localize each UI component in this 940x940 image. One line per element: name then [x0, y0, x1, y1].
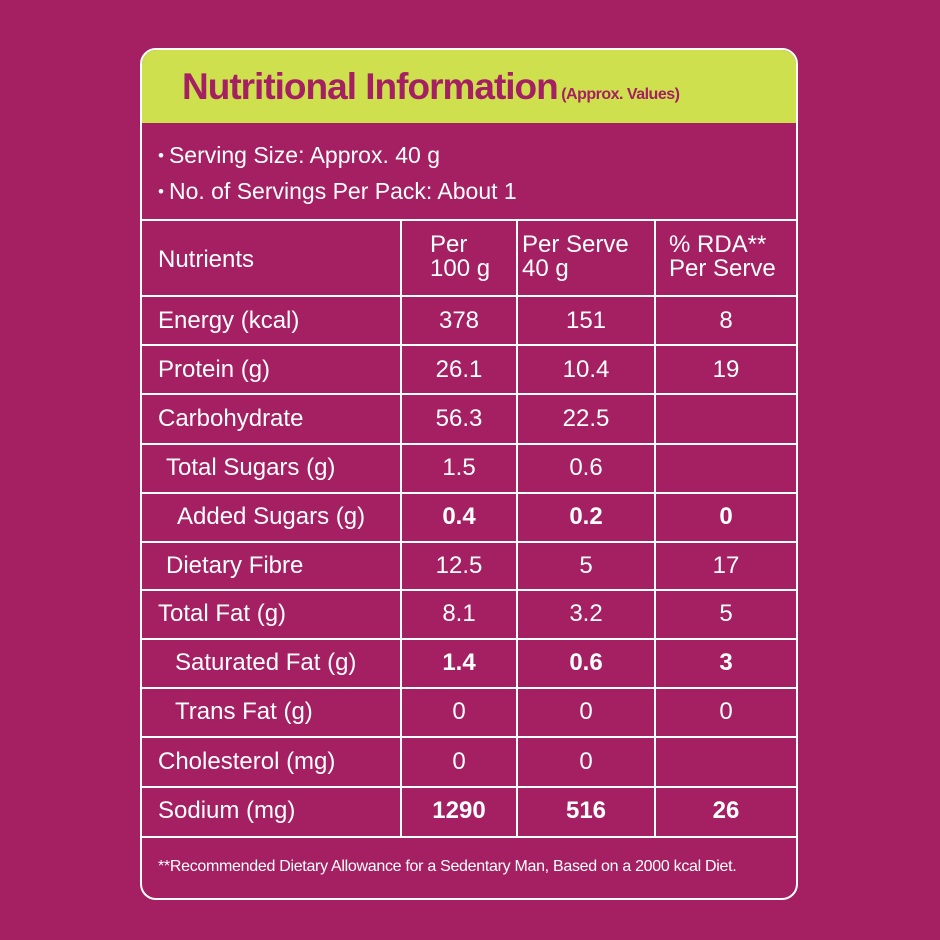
- per100-value: 26.1: [435, 356, 483, 383]
- title-main: Nutritional Information: [182, 66, 559, 107]
- bullet-icon: •: [158, 146, 164, 165]
- perserve-value: 0.6: [569, 649, 603, 676]
- perserve-value: 10.4: [562, 356, 610, 383]
- table-divider: [142, 589, 796, 591]
- rda-value: 0: [719, 698, 733, 725]
- per100-value: 0: [452, 748, 466, 775]
- nutrient-name: Carbohydrate: [158, 405, 304, 432]
- nutrient-name: Energy (kcal): [158, 307, 300, 334]
- table-divider: [142, 295, 796, 297]
- nutrient-name: Protein (g): [158, 356, 271, 383]
- rda-value: 26: [712, 797, 740, 824]
- column-divider: [516, 219, 518, 838]
- nutrient-name: Sodium (mg): [158, 797, 296, 824]
- per100-value: 0.4: [442, 503, 476, 530]
- perserve-value: 0.2: [569, 503, 603, 530]
- header-nutrients: Nutrients: [158, 246, 255, 273]
- rda-value: 17: [712, 552, 740, 579]
- header-per100-line1: Per: [430, 231, 468, 258]
- serving-size-text: Serving Size: Approx. 40 g: [168, 142, 441, 168]
- nutrient-name: Saturated Fat (g): [175, 649, 357, 676]
- perserve-value: 0: [579, 748, 593, 775]
- table-divider: [142, 836, 796, 838]
- panel-title: Nutritional Information (Approx. Values): [182, 66, 680, 108]
- table-divider: [142, 443, 796, 445]
- bullet-icon: •: [158, 182, 164, 201]
- table-divider: [142, 786, 796, 788]
- perserve-value: 516: [565, 797, 607, 824]
- per100-value: 56.3: [435, 405, 483, 432]
- nutrient-name: Total Fat (g): [158, 600, 287, 627]
- perserve-value: 3.2: [569, 600, 603, 627]
- perserve-value: 151: [565, 307, 607, 334]
- table-divider: [142, 219, 796, 221]
- footnote: **Recommended Dietary Allowance for a Se…: [158, 858, 737, 875]
- table-divider: [142, 687, 796, 689]
- title-band: Nutritional Information (Approx. Values): [142, 50, 796, 123]
- serving-size: • Serving Size: Approx. 40 g: [158, 142, 440, 169]
- header-per100-line2: 100 g: [430, 255, 491, 282]
- perserve-value: 0.6: [569, 454, 603, 481]
- per100-value: 1.4: [442, 649, 476, 676]
- per100-value: 12.5: [435, 552, 483, 579]
- rda-value: 19: [712, 356, 740, 383]
- servings-per-pack: • No. of Servings Per Pack: About 1: [158, 178, 517, 205]
- nutrition-panel: Nutritional Information (Approx. Values)…: [140, 48, 798, 900]
- rda-value: 8: [719, 307, 733, 334]
- per100-value: 1.5: [442, 454, 476, 481]
- table-divider: [142, 638, 796, 640]
- nutrient-name: Cholesterol (mg): [158, 748, 336, 775]
- header-perserve-line2: 40 g: [522, 255, 569, 282]
- nutrient-name: Added Sugars (g): [177, 503, 366, 530]
- header-rda-line1: % RDA**: [669, 231, 767, 258]
- table-divider: [142, 736, 796, 738]
- per100-value: 8.1: [442, 600, 476, 627]
- table-divider: [142, 492, 796, 494]
- header-rda-line2: Per Serve: [669, 255, 776, 282]
- per100-value: 378: [438, 307, 480, 334]
- header-perserve-line1: Per Serve: [522, 231, 629, 258]
- nutrient-name: Trans Fat (g): [175, 698, 313, 725]
- perserve-value: 5: [579, 552, 593, 579]
- per100-value: 0: [452, 698, 466, 725]
- table-divider: [142, 541, 796, 543]
- rda-value: 3: [719, 649, 733, 676]
- perserve-value: 0: [579, 698, 593, 725]
- table-divider: [142, 393, 796, 395]
- rda-value: 5: [719, 600, 733, 627]
- rda-value: 0: [719, 503, 733, 530]
- title-sub: (Approx. Values): [561, 86, 680, 103]
- nutrient-name: Dietary Fibre: [166, 552, 304, 579]
- servings-per-pack-text: No. of Servings Per Pack: About 1: [168, 178, 517, 204]
- per100-value: 1290: [432, 797, 486, 824]
- nutrient-name: Total Sugars (g): [166, 454, 336, 481]
- perserve-value: 22.5: [562, 405, 610, 432]
- column-divider: [654, 219, 656, 838]
- column-divider: [400, 219, 402, 838]
- table-divider: [142, 344, 796, 346]
